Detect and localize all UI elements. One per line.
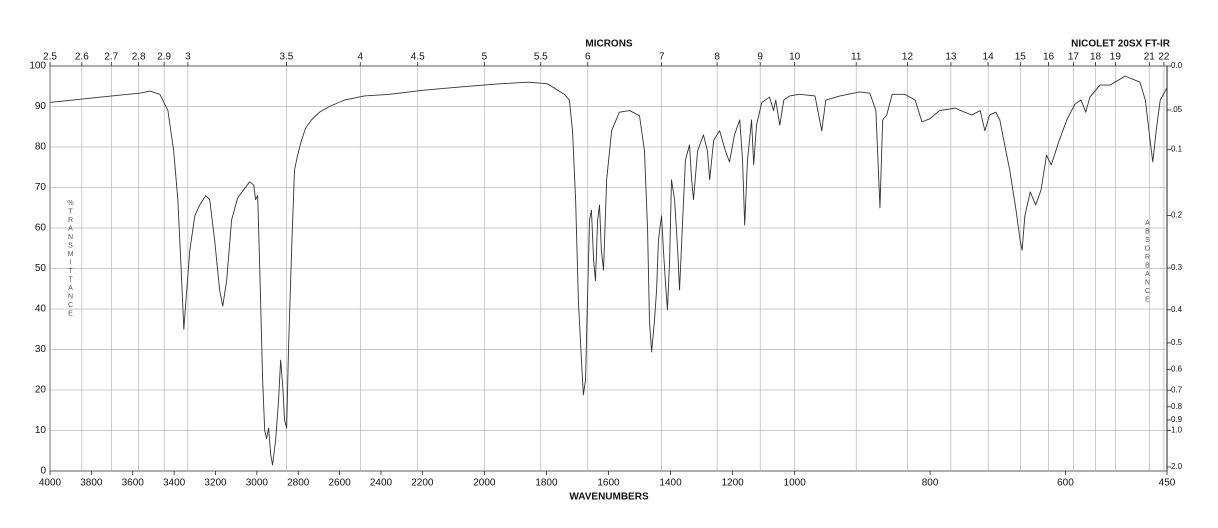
x-tick-label: 3200: [204, 478, 227, 489]
top-tick-label: 2.8: [132, 52, 146, 63]
y2-tick-label: 2.0: [1171, 462, 1183, 471]
y2-axis-label: ABSORBANCE: [1144, 220, 1151, 305]
top-tick-label: 14: [983, 52, 995, 63]
top-tick-label: 21: [1144, 52, 1156, 63]
top-tick-label: 6: [585, 52, 591, 63]
top-tick-label: 2.9: [157, 52, 171, 63]
x-tick-label: 2600: [328, 478, 351, 489]
top-tick-label: 5: [482, 52, 488, 63]
top-axis-label: MICRONS: [585, 39, 633, 50]
x-tick-label: 1800: [535, 478, 558, 489]
y-tick-label: 70: [35, 182, 47, 193]
top-tick-label: 16: [1043, 52, 1055, 63]
x-tick-label: 3000: [246, 478, 269, 489]
top-tick-label: 2.7: [104, 52, 118, 63]
x-tick-label: 3800: [80, 478, 103, 489]
x-axis-label: WAVENUMBERS: [569, 492, 649, 503]
spectrum-line: [49, 75, 1168, 466]
top-tick-label: 2.6: [75, 52, 89, 63]
y2-tick-label: 0.8: [1171, 402, 1183, 411]
y-tick-label: 0: [40, 466, 46, 477]
x-tick-label: 1600: [597, 478, 620, 489]
y-tick-label: 90: [35, 101, 47, 112]
top-tick-label: 2.5: [43, 52, 57, 63]
top-tick-label: 8: [714, 52, 720, 63]
y-tick-label: 40: [35, 304, 47, 315]
x-tick-label: 1400: [659, 478, 682, 489]
top-tick-label: 15: [1015, 52, 1027, 63]
top-tick-label: 3: [185, 52, 191, 63]
y2-tick-label: 0.6: [1171, 364, 1183, 373]
x-tick-label: 3600: [122, 478, 145, 489]
y2-tick-label: 0.3: [1171, 263, 1183, 272]
top-tick-label: 11: [851, 52, 862, 63]
y-tick-label: 20: [35, 385, 47, 396]
x-tick-label: 2200: [411, 478, 434, 489]
top-tick-label: 4: [357, 52, 363, 63]
y2-tick-label: 0.9: [1171, 415, 1183, 424]
top-tick-label: 17: [1068, 52, 1080, 63]
top-tick-label: 19: [1110, 52, 1122, 63]
top-tick-label: 13: [945, 52, 957, 63]
y-tick-label: 30: [35, 344, 47, 355]
top-tick-label: 22: [1158, 52, 1170, 63]
y-tick-label: 60: [35, 223, 47, 234]
y2-tick-label: 0.7: [1171, 385, 1183, 394]
y2-tick-label: 1.0: [1171, 426, 1183, 435]
y-tick-label: 80: [35, 142, 47, 153]
y-tick-label: 10: [35, 425, 47, 436]
x-tick-label: 1200: [721, 478, 744, 489]
y2-tick-label: 0.5: [1171, 338, 1183, 347]
x-tick-label: 3400: [163, 478, 186, 489]
x-tick-label: 2400: [370, 478, 393, 489]
y2-tick-label: 0.2: [1171, 211, 1183, 220]
x-tick-label: 2800: [287, 478, 310, 489]
top-tick-label: 5.5: [534, 52, 548, 63]
chart-title: NICOLET 20SX FT-IR: [1071, 39, 1171, 50]
y2-tick-label: 0.1: [1171, 144, 1183, 153]
x-tick-label: 1000: [784, 478, 807, 489]
x-tick-label: 450: [1159, 478, 1176, 489]
top-tick-label: 18: [1090, 52, 1102, 63]
y2-tick-label: .05: [1171, 105, 1183, 114]
y-tick-label: 50: [35, 263, 47, 274]
top-tick-label: 12: [902, 52, 914, 63]
x-tick-label: 2000: [473, 478, 496, 489]
y2-tick-label: 0.4: [1171, 305, 1183, 314]
top-tick-label: 9: [757, 52, 763, 63]
x-tick-label: 600: [1057, 478, 1074, 489]
top-tick-label: 10: [789, 52, 801, 63]
top-tick-label: 4.5: [411, 52, 425, 63]
top-tick-label: 7: [659, 52, 665, 63]
top-tick-label: 3.5: [279, 52, 293, 63]
x-tick-label: 4000: [39, 478, 62, 489]
y2-tick-label: 0.0: [1171, 61, 1183, 70]
y-axis-label: %TRANSMITTANCE: [67, 200, 74, 319]
y-tick-label: 100: [29, 61, 46, 72]
x-tick-label: 800: [922, 478, 939, 489]
